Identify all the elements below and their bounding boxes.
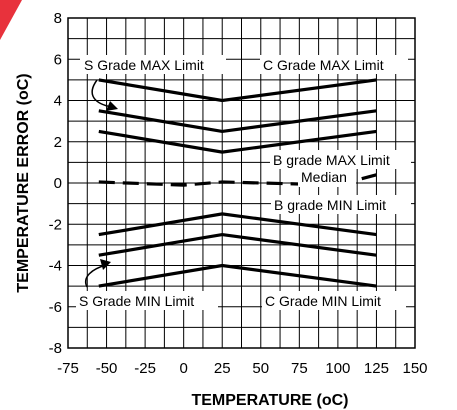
label-bg-s-min xyxy=(76,291,218,310)
label-s-grade-max: S Grade MAX Limit xyxy=(84,57,204,73)
y-tick-label: 0 xyxy=(54,175,62,192)
s-min-arrowhead xyxy=(100,259,111,270)
series-s-grade-max-limit xyxy=(98,109,377,134)
y-tick-label: -4 xyxy=(49,258,62,275)
plot-frame xyxy=(67,17,416,349)
label-c-grade-max: C Grade MAX Limit xyxy=(263,57,384,73)
x-tick-label: 0 xyxy=(179,360,187,377)
series-layer xyxy=(98,78,377,288)
label-bg-b-min xyxy=(271,195,411,214)
y-tick-label: 2 xyxy=(54,134,62,151)
x-tick-label: 150 xyxy=(402,360,427,377)
tick-labels: -75 -50 -25 0 25 50 75 100 125 150 -8 -6 -4 -2 0 2 4 6 8 xyxy=(49,10,428,377)
series-c-grade-min-limit xyxy=(98,263,377,288)
x-tick-label: 50 xyxy=(252,360,269,377)
x-axis-title: TEMPERATURE (oC) xyxy=(191,392,348,409)
label-s-grade-min: S Grade MIN Limit xyxy=(79,293,194,309)
x-tick-label: -25 xyxy=(134,360,156,377)
label-median: Median xyxy=(301,169,347,185)
series-c-grade-max-limit xyxy=(98,78,377,103)
label-b-grade-max: B grade MAX Limit xyxy=(273,152,390,168)
y-axis-title: TEMPERATURE ERROR (oC) xyxy=(15,73,32,292)
label-c-grade-min: C Grade MIN Limit xyxy=(265,293,381,309)
y-tick-label: -6 xyxy=(49,299,62,316)
corner-mark xyxy=(0,0,22,40)
annotation-leaders xyxy=(85,79,118,288)
x-tick-label: 25 xyxy=(214,360,231,377)
label-bg-s-max xyxy=(80,55,226,74)
x-tick-label: 100 xyxy=(325,360,350,377)
series-b-grade-max-limit xyxy=(98,129,377,154)
y-tick-label: -8 xyxy=(49,340,62,357)
s-max-arrow xyxy=(91,79,113,108)
y-tick-label: 4 xyxy=(54,93,62,110)
series-b-grade-min-limit xyxy=(98,212,377,237)
label-bg-c-max xyxy=(260,55,408,74)
y-tick-label: 6 xyxy=(54,51,62,68)
label-b-grade-min: B grade MIN Limit xyxy=(274,197,386,213)
x-tick-label: -75 xyxy=(57,360,79,377)
x-tick-label: 75 xyxy=(291,360,308,377)
s-max-arrowhead xyxy=(106,101,118,111)
y-tick-label: -2 xyxy=(49,216,62,233)
x-tick-label: -50 xyxy=(96,360,118,377)
series-s-grade-min-limit xyxy=(98,232,377,257)
y-tick-label: 8 xyxy=(54,10,62,27)
label-bg-b-max xyxy=(270,150,411,169)
label-bg-median xyxy=(298,168,356,187)
x-tick-label: 125 xyxy=(364,360,389,377)
label-bg-c-min xyxy=(262,291,406,310)
